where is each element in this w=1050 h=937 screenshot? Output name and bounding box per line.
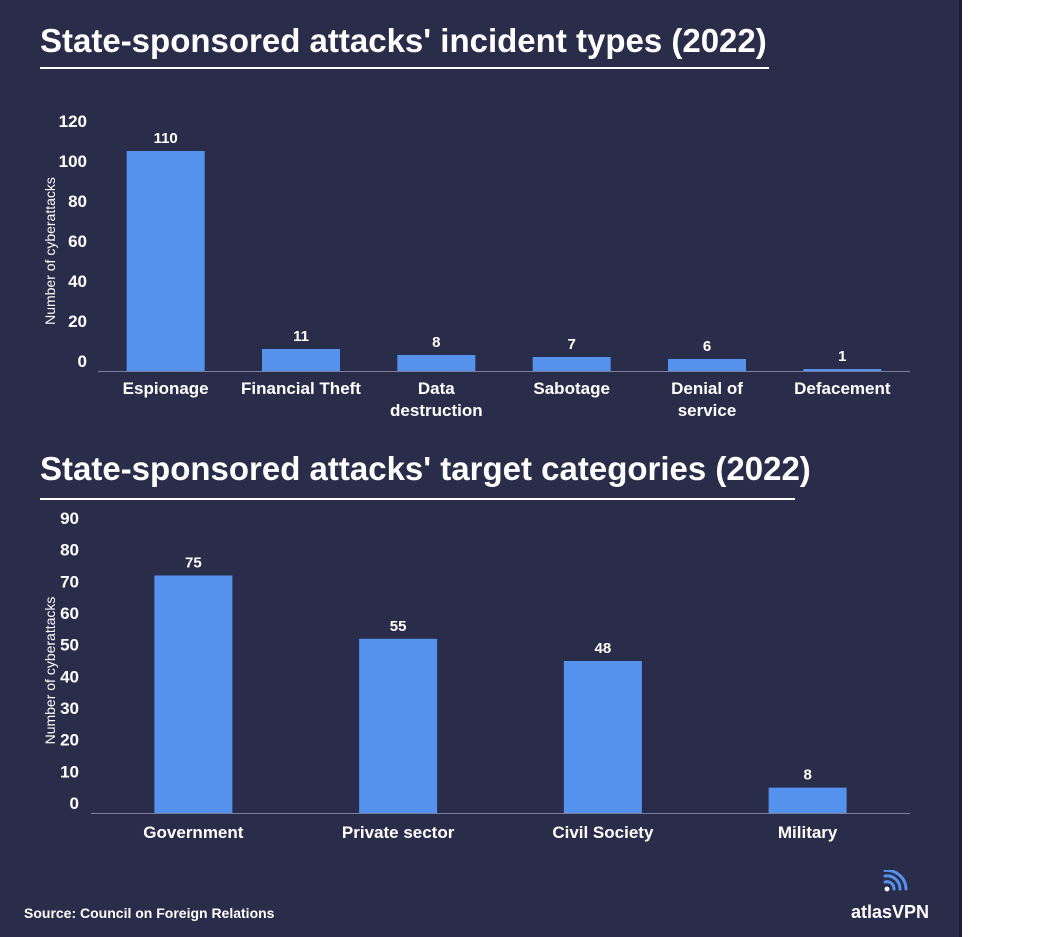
chart2-bar xyxy=(563,661,642,813)
chart1-ytick-label: 120 xyxy=(59,112,87,131)
chart2-ytick-label: 10 xyxy=(60,762,79,781)
chart1-data-label: 7 xyxy=(567,336,575,353)
chart1-data-label: 1 xyxy=(838,348,846,365)
chart2-title: State-sponsored attacks' target categori… xyxy=(40,450,811,487)
chart2-bar xyxy=(154,575,233,813)
chart-panel: State-sponsored attacks' incident types … xyxy=(0,0,962,937)
chart2-ytick-label: 50 xyxy=(60,636,79,655)
chart1-category-label: Financial Theft xyxy=(241,379,361,398)
chart2-category-label: Civil Society xyxy=(552,823,654,842)
chart1-ytick-label: 40 xyxy=(68,272,87,291)
chart1-ytick-label: 100 xyxy=(59,152,87,171)
chart2-ytick-label: 90 xyxy=(60,509,79,528)
chart1-bar xyxy=(126,151,205,371)
chart2-ytick-label: 30 xyxy=(60,699,79,718)
chart2-bar xyxy=(359,638,438,813)
chart2-data-label: 75 xyxy=(185,555,202,572)
chart1-category-label: Data xyxy=(418,379,455,398)
chart1-title: State-sponsored attacks' incident types … xyxy=(40,22,767,59)
chart2-ytick-label: 80 xyxy=(60,541,79,560)
chart1-ytick-label: 0 xyxy=(78,352,87,371)
chart1-category-label: destruction xyxy=(390,401,483,420)
atlasvpn-logo-icon xyxy=(883,870,908,892)
chart1-y-axis-label: Number of cyberattacks xyxy=(42,177,58,325)
chart1-data-label: 6 xyxy=(703,338,711,355)
chart1-category-label: Denial of xyxy=(671,379,743,398)
chart2-category-label: Military xyxy=(778,823,838,842)
chart2-ytick-label: 70 xyxy=(60,572,79,591)
chart2-ytick-label: 40 xyxy=(60,667,79,686)
chart1-ytick-label: 60 xyxy=(68,232,87,251)
chart1-category-label: Sabotage xyxy=(533,379,610,398)
chart1-ytick-label: 80 xyxy=(68,192,87,211)
chart1-bar xyxy=(262,349,340,371)
chart1-title-underline xyxy=(40,67,769,69)
chart2-ytick-label: 60 xyxy=(60,604,79,623)
chart2-y-axis-label: Number of cyberattacks xyxy=(42,597,58,745)
chart1-category-label: Defacement xyxy=(794,379,891,398)
chart1-ytick-label: 20 xyxy=(68,312,87,331)
chart1-bar xyxy=(668,359,746,371)
source-note: Source: Council on Foreign Relations xyxy=(24,905,275,921)
chart2-data-label: 8 xyxy=(803,767,811,784)
chart2-title-underline xyxy=(40,498,795,500)
chart1-bar xyxy=(532,357,611,371)
chart1-data-label: 110 xyxy=(154,130,178,147)
brand-name: atlasVPN xyxy=(851,902,930,922)
chart2-ytick-label: 20 xyxy=(60,731,79,750)
chart2-category-label: Private sector xyxy=(342,823,455,842)
chart1-data-label: 8 xyxy=(432,334,440,351)
chart1-category-label: Espionage xyxy=(123,379,209,398)
chart2-data-label: 48 xyxy=(595,640,612,657)
chart2-ytick-label: 0 xyxy=(70,794,79,813)
chart1-bar xyxy=(397,355,476,371)
chart2-bar xyxy=(768,787,847,813)
chart1-bar xyxy=(803,369,882,371)
chart2-data-label: 55 xyxy=(390,618,407,635)
chart2-category-label: Government xyxy=(143,823,243,842)
chart1-data-label: 11 xyxy=(293,328,309,345)
chart1-category-label: service xyxy=(678,401,737,420)
